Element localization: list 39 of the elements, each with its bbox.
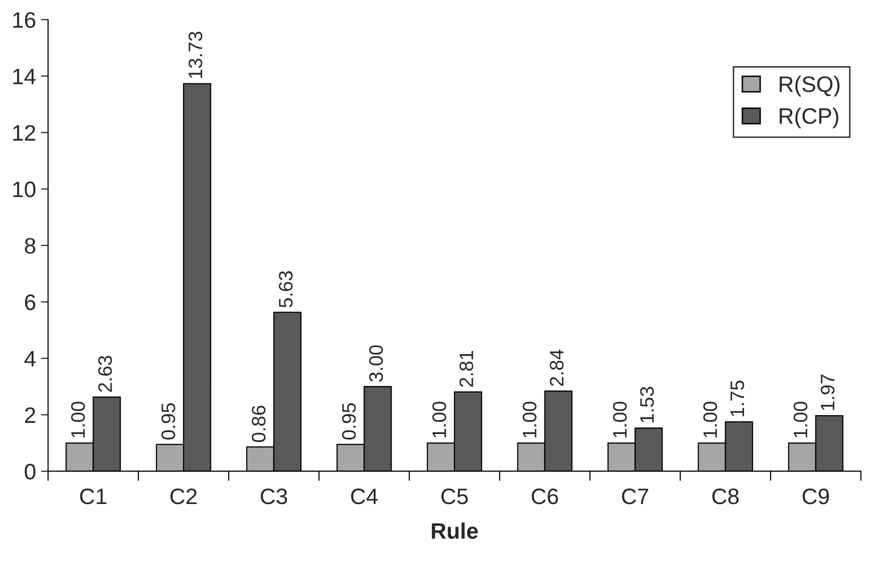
data-label: 1.00 — [703, 402, 718, 438]
y-tick-label: 12 — [13, 125, 36, 141]
data-label: 0.95 — [161, 403, 176, 440]
data-label: 2.63 — [98, 356, 112, 392]
y-tick-label: 4 — [24, 351, 36, 366]
y-tick-label: 2 — [25, 407, 36, 423]
data-label: 0.86 — [252, 406, 266, 442]
data-label: 1.53 — [640, 386, 654, 422]
x-tick-label: C7 — [622, 488, 648, 504]
y-tick-label: 6 — [25, 294, 36, 310]
x-tick-label: C6 — [532, 488, 558, 504]
data-label: 2.84 — [550, 350, 564, 386]
x-axis-title: Rule — [432, 522, 478, 539]
data-label: 1.00 — [432, 402, 446, 438]
legend-label: R(SQ) — [780, 76, 840, 96]
x-tick-label: C2 — [170, 488, 197, 504]
x-tick-label: C4 — [351, 488, 378, 504]
data-label: 13.73 — [188, 32, 202, 78]
data-label: 1.00 — [794, 402, 808, 438]
y-tick-label: 16 — [13, 12, 36, 28]
data-label: 1.00 — [522, 402, 536, 438]
x-tick-label: C1 — [80, 488, 106, 504]
x-tick-label: C9 — [802, 488, 829, 504]
x-tick-label: C3 — [260, 488, 288, 504]
x-tick-label: C5 — [441, 488, 468, 504]
y-tick-label: 14 — [13, 68, 36, 84]
y-tick-label: 0 — [24, 464, 36, 480]
data-label: 2.81 — [459, 350, 474, 387]
data-label: 5.63 — [278, 271, 293, 308]
data-label: 1.75 — [730, 380, 744, 416]
data-label: 1.97 — [820, 374, 834, 410]
legend-label: R(CP) — [780, 108, 838, 128]
data-label: 0.95 — [342, 403, 356, 440]
data-label: 1.00 — [613, 402, 627, 438]
x-tick-label: C8 — [712, 488, 739, 504]
data-label: 3.00 — [369, 345, 383, 382]
data-label: 1.00 — [71, 402, 85, 438]
y-tick-label: 8 — [24, 238, 36, 254]
y-tick-label: 10 — [13, 182, 36, 198]
